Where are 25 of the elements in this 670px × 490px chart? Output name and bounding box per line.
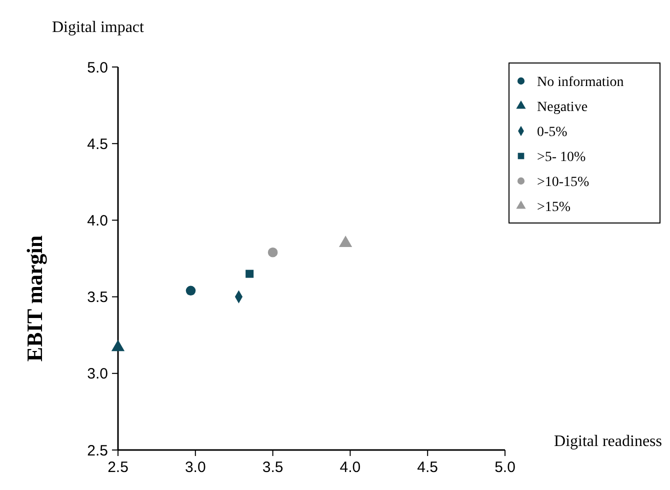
y-tick-label: 4.0 [87,212,108,230]
legend-label: >15% [537,200,571,215]
x-tick-label: 3.0 [184,459,206,476]
x-tick-label: 4.5 [417,459,438,476]
x-tick-label: 2.5 [108,459,128,476]
point [246,270,254,278]
y-axis-title: EBIT margin [22,235,47,362]
point [268,247,278,258]
y-tick-label: 3.5 [87,289,108,306]
point [111,340,125,352]
y-tick-label: 3.0 [87,366,108,383]
x-tick-label: 3.5 [262,459,284,476]
legend-label: Negative [537,100,588,115]
point [186,286,196,296]
legend-label: >5- 10% [537,150,586,165]
x-tick-label: 5.0 [494,459,516,476]
legend-label: 0-5% [537,124,568,140]
legend-label: >10-15% [537,174,590,190]
legend-label: No information [537,74,624,90]
y-tick-label: 4.5 [87,136,108,153]
y-tick-label: 2.5 [87,442,108,460]
chart-title: Digital impact [52,19,145,36]
x-tick-label: 4.0 [340,459,361,476]
y-tick-label: 5.0 [87,59,108,76]
x-axis-title: Digital readiness [554,433,662,450]
